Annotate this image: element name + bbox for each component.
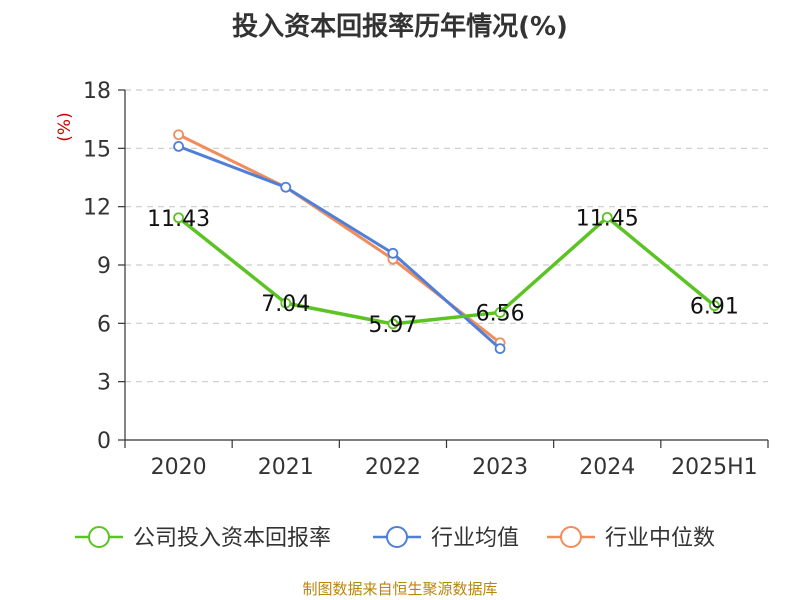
grid-lines xyxy=(125,89,768,383)
data-label: 5.97 xyxy=(368,313,417,338)
legend-marker xyxy=(386,526,408,548)
legend-label: 行业中位数 xyxy=(605,526,715,551)
data-labels: 11.43 7.04 5.97 6.56 11.45 6.91 xyxy=(147,206,739,338)
data-point xyxy=(173,212,184,224)
data-point xyxy=(387,247,399,259)
x-tick-label: 2023 xyxy=(472,455,528,480)
legend-label: 行业均值 xyxy=(431,526,519,551)
series-line xyxy=(177,215,716,326)
data-point xyxy=(280,181,292,193)
source-note: 制图数据来自恒生聚源数据库 xyxy=(302,580,498,598)
legend-marker xyxy=(560,526,582,548)
data-point xyxy=(601,211,613,223)
legend-marker xyxy=(88,526,110,548)
data-label: 6.91 xyxy=(690,295,739,320)
data-label: 11.45 xyxy=(576,206,639,231)
chart-title: 投入资本回报率历年情况(%) xyxy=(232,12,568,42)
axes: 0 3 6 9 12 15 18 2020 2021 2022 2023 2024 2025H1 (%) xyxy=(55,79,769,480)
y-tick-label: 15 xyxy=(83,137,111,162)
y-tick-label: 0 xyxy=(97,429,111,454)
data-point xyxy=(173,140,184,152)
data-point xyxy=(387,318,399,330)
y-tick-label: 18 xyxy=(83,79,111,104)
x-tick-label: 2020 xyxy=(151,455,207,480)
series-lines xyxy=(173,129,720,355)
data-point xyxy=(494,307,506,318)
y-tick-label: 9 xyxy=(97,254,111,279)
y-tick-label: 6 xyxy=(97,312,111,337)
legend: 公司投入资本回报率 行业均值 行业中位数 xyxy=(75,526,715,551)
data-label: 6.56 xyxy=(476,301,525,326)
x-tick-label: 2025H1 xyxy=(671,455,758,480)
y-axis-unit: (%) xyxy=(55,112,75,141)
x-tick-label: 2022 xyxy=(365,455,421,480)
data-point xyxy=(280,297,292,309)
data-point xyxy=(709,300,720,312)
y-tick-label: 12 xyxy=(83,196,111,221)
series-line xyxy=(178,144,502,350)
legend-label: 公司投入资本回报率 xyxy=(133,526,331,551)
data-point xyxy=(494,343,506,355)
x-tick-label: 2024 xyxy=(579,455,635,480)
data-label: 11.43 xyxy=(147,207,210,232)
data-label: 7.04 xyxy=(261,292,310,317)
y-tick-label: 3 xyxy=(97,371,111,396)
x-tick-label: 2021 xyxy=(258,455,314,480)
data-point xyxy=(173,129,184,141)
